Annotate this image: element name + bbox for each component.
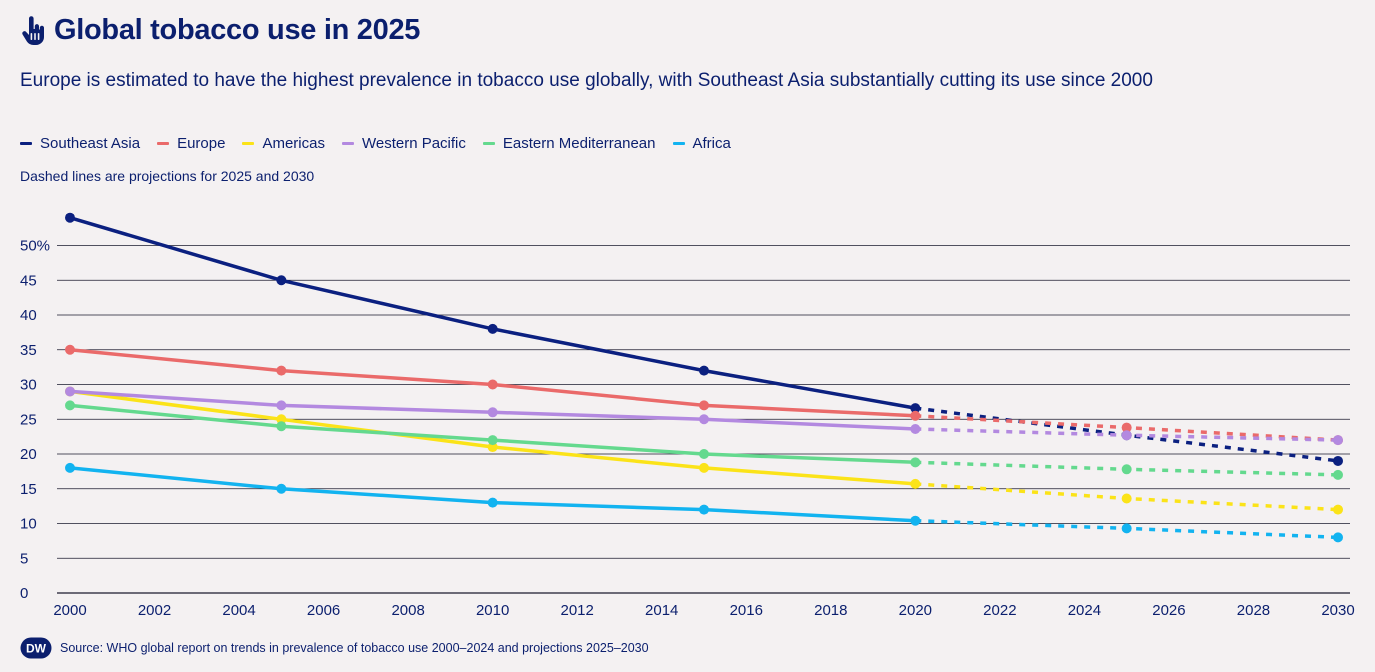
x-tick-label: 2028: [1237, 602, 1270, 619]
data-point: [65, 212, 75, 223]
data-point: [699, 462, 709, 473]
x-tick-label: 2026: [1152, 602, 1185, 619]
data-point: [1121, 493, 1132, 504]
data-point: [910, 410, 921, 421]
legend-label: Eastern Mediterranean: [502, 135, 656, 152]
data-point: [1333, 532, 1343, 543]
y-tick-label: 20: [20, 446, 37, 463]
x-tick-label: 2030: [1321, 602, 1354, 619]
legend-label: Southeast Asia: [40, 135, 141, 152]
data-point: [699, 504, 709, 515]
chart-subtitle: Europe is estimated to have the highest …: [20, 70, 1153, 91]
dw-logo: DW: [20, 637, 52, 659]
y-tick-label: 15: [20, 481, 37, 498]
data-point: [910, 478, 921, 489]
data-point: [1121, 422, 1132, 433]
x-tick-label: 2002: [138, 602, 171, 619]
legend-item: Western Pacific: [341, 135, 466, 152]
x-tick-label: 2020: [899, 602, 932, 619]
legend-item: Southeast Asia: [20, 135, 140, 152]
legend: Southeast Asia Europe Americas Western Paci…: [20, 135, 748, 152]
data-point: [699, 365, 709, 376]
legend-swatch: [672, 142, 685, 145]
data-point: [1121, 523, 1132, 534]
y-tick-label: 25: [20, 411, 37, 428]
title-row: Global tobacco use in 2025: [20, 14, 420, 47]
data-point: [699, 400, 709, 411]
x-tick-label: 2006: [307, 602, 340, 619]
data-point: [699, 449, 709, 459]
legend-swatch: [20, 142, 32, 145]
series-europe: [65, 344, 1343, 446]
data-point: [1333, 435, 1343, 446]
source-text: Source: WHO global report on trends in p…: [60, 641, 649, 655]
series-africa: [65, 462, 1343, 543]
legend-swatch: [482, 142, 495, 145]
y-tick-label: 30: [20, 377, 37, 394]
data-point: [910, 403, 921, 414]
x-tick-label: 2000: [53, 602, 86, 619]
x-tick-label: 2022: [983, 602, 1016, 619]
projection-note: Dashed lines are projections for 2025 an…: [20, 168, 315, 184]
data-point: [1121, 464, 1132, 475]
data-point: [65, 344, 75, 355]
data-point: [276, 421, 287, 432]
x-tick-label: 2012: [561, 602, 594, 619]
x-tick-label: 2010: [476, 602, 509, 619]
legend-label: Americas: [262, 135, 325, 152]
data-point: [487, 379, 498, 390]
data-point: [65, 462, 75, 473]
data-point: [276, 365, 287, 376]
chart-title: Global tobacco use in 2025: [54, 14, 421, 46]
data-point: [910, 515, 921, 526]
data-point: [1333, 469, 1343, 480]
data-point: [276, 275, 287, 286]
svg-text:DW: DW: [26, 642, 47, 656]
data-point: [1121, 430, 1132, 441]
data-point: [910, 423, 921, 434]
x-tick-label: 2018: [814, 602, 847, 619]
legend-swatch: [341, 142, 354, 145]
data-point: [65, 386, 75, 397]
x-tick-label: 2014: [645, 602, 678, 619]
legend-item: Africa: [672, 135, 731, 152]
y-tick-label: 45: [20, 272, 37, 289]
y-tick-label: 50%: [20, 238, 50, 255]
data-point: [276, 414, 287, 425]
footer: DW Source: WHO global report on trends i…: [20, 637, 649, 659]
legend-label: Western Pacific: [361, 135, 466, 152]
data-point: [276, 400, 287, 411]
data-point: [910, 457, 921, 468]
data-point: [276, 483, 287, 494]
series-western-pacific: [65, 386, 1343, 446]
data-point: [487, 497, 498, 508]
data-point: [699, 414, 709, 425]
y-tick-label: 0: [20, 585, 28, 602]
legend-item: Americas: [242, 135, 325, 152]
y-tick-label: 10: [20, 516, 37, 533]
data-point: [487, 435, 498, 446]
legend-label: Europe: [177, 135, 226, 152]
data-point: [487, 442, 498, 453]
x-tick-label: 2008: [391, 602, 424, 619]
y-tick-label: 5: [20, 550, 28, 567]
hand-pointer-icon: [22, 15, 44, 45]
data-point: [1333, 504, 1343, 515]
legend-swatch: [242, 142, 255, 145]
legend-swatch: [157, 142, 170, 145]
series-eastern-mediterranean: [65, 400, 1343, 480]
x-tick-label: 2004: [222, 602, 255, 619]
data-point: [487, 323, 498, 334]
x-tick-label: 2024: [1068, 602, 1101, 619]
legend-item: Eastern Mediterranean: [482, 135, 656, 152]
data-point: [65, 400, 75, 411]
data-point: [1333, 455, 1343, 466]
y-tick-label: 40: [20, 307, 37, 324]
legend-item: Europe: [157, 135, 225, 152]
data-point: [487, 407, 498, 418]
x-tick-label: 2016: [730, 602, 763, 619]
legend-label: Africa: [692, 135, 731, 152]
y-tick-label: 35: [20, 342, 37, 359]
